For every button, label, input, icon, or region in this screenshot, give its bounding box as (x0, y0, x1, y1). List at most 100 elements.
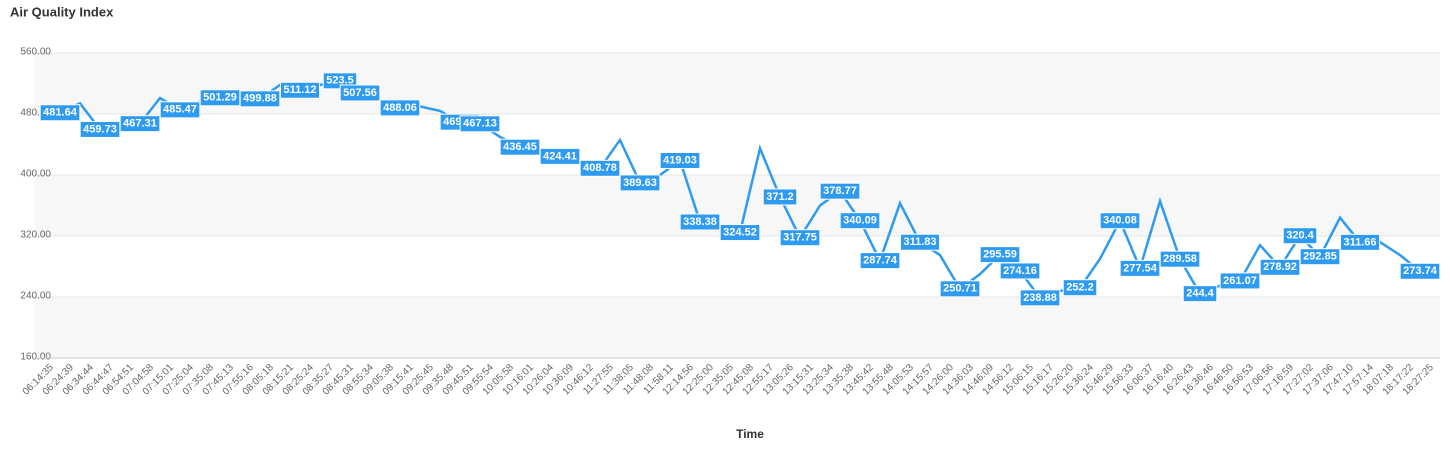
value-label-text: 467.31 (123, 118, 157, 130)
value-label: 287.74 (859, 252, 901, 270)
value-label-text: 436.45 (503, 141, 537, 153)
value-label: 320.4 (1282, 227, 1318, 245)
value-label-text: 244.4 (1186, 288, 1214, 300)
value-label: 238.88 (1019, 289, 1061, 307)
value-label-text: 295.59 (983, 249, 1017, 261)
value-label-text: 501.29 (203, 92, 237, 104)
value-label-box (839, 212, 881, 230)
value-label-text: 311.83 (903, 236, 936, 248)
value-label-box (1019, 289, 1061, 307)
value-label-box (1339, 233, 1381, 251)
value-label-box (339, 84, 381, 102)
value-label-box (1182, 285, 1218, 303)
value-label: 436.45 (499, 138, 541, 156)
value-label-text: 287.74 (863, 255, 898, 267)
value-label-text: 273.74 (1403, 265, 1438, 277)
value-label-text: 338.38 (683, 216, 717, 228)
value-label: 295.59 (979, 246, 1021, 264)
value-label-text: 467.13 (463, 118, 497, 130)
value-label-box (539, 147, 581, 165)
value-label-box (1062, 279, 1098, 297)
value-label-box (1159, 250, 1201, 268)
value-label-box (859, 252, 901, 270)
value-label-text: 238.88 (1023, 292, 1057, 304)
y-tick-label: 560.00 (20, 47, 51, 58)
value-label-text: 378.77 (823, 185, 857, 197)
value-label: 244.4 (1182, 285, 1218, 303)
value-label-text: 289.58 (1163, 253, 1197, 265)
value-label-text: 523.5 (326, 75, 354, 87)
value-label-box (719, 224, 761, 242)
value-label: 261.07 (1219, 272, 1261, 290)
value-label-box (1282, 227, 1318, 245)
value-label-box (459, 115, 501, 133)
value-label-box (379, 99, 421, 117)
value-label-text: 408.78 (583, 162, 617, 174)
value-label: 252.2 (1062, 279, 1098, 297)
value-label-text: 324.52 (723, 226, 757, 238)
value-label-text: 340.09 (843, 215, 877, 227)
value-label-box (939, 280, 981, 298)
plot-band (35, 297, 1440, 358)
value-label: 424.41 (539, 147, 581, 165)
value-label-box (999, 262, 1041, 280)
value-label-text: 252.2 (1066, 282, 1094, 294)
value-label-text: 481.64 (43, 107, 78, 119)
value-label-box (1099, 212, 1141, 230)
value-label: 389.63 (619, 174, 661, 192)
y-tick-label: 160.00 (20, 352, 51, 363)
value-label-box (619, 174, 661, 192)
value-label: 250.71 (939, 280, 981, 298)
value-label: 485.47 (159, 101, 201, 119)
x-axis-title: Time (736, 427, 764, 441)
value-label-text: 278.92 (1263, 261, 1297, 273)
value-label-box (159, 101, 201, 119)
value-label: 340.08 (1099, 212, 1141, 230)
value-label-box (1219, 272, 1261, 290)
value-label-box (1399, 262, 1441, 280)
y-tick-label: 480.00 (20, 108, 51, 119)
value-label: 459.73 (79, 120, 121, 138)
value-label: 507.56 (339, 84, 381, 102)
value-label: 311.66 (1339, 233, 1381, 251)
value-label: 292.85 (1299, 248, 1341, 266)
value-label: 488.06 (379, 99, 421, 117)
value-label: 501.29 (199, 89, 241, 107)
value-label-box (39, 104, 81, 122)
value-label-text: 485.47 (163, 104, 197, 116)
value-label-text: 250.71 (943, 283, 977, 295)
value-label-text: 274.16 (1003, 265, 1037, 277)
y-tick-label: 320.00 (20, 230, 51, 241)
y-tick-label: 240.00 (20, 291, 51, 302)
value-label-text: 340.08 (1103, 215, 1137, 227)
value-label: 408.78 (579, 159, 621, 177)
value-label: 340.09 (839, 212, 881, 230)
value-label-box (762, 188, 798, 206)
value-label-text: 419.03 (663, 154, 697, 166)
value-label-box (659, 151, 701, 169)
value-label: 378.77 (819, 182, 861, 200)
value-label-box (679, 213, 721, 231)
value-label-box (819, 182, 861, 200)
chart-title: Air Quality Index (10, 4, 114, 19)
value-label-text: 389.63 (623, 177, 657, 189)
value-label: 371.2 (762, 188, 798, 206)
value-label: 273.74 (1399, 262, 1441, 280)
value-label-box (1299, 248, 1341, 266)
value-label-text: 511.12 (283, 84, 316, 96)
value-label-text: 261.07 (1223, 275, 1257, 287)
value-label: 338.38 (679, 213, 721, 231)
value-label-box (239, 90, 281, 108)
value-label: 289.58 (1159, 250, 1201, 268)
value-label-box (899, 233, 941, 251)
value-label: 278.92 (1259, 258, 1301, 276)
value-label-text: 292.85 (1303, 251, 1337, 263)
y-tick-label: 400.00 (20, 169, 51, 180)
value-label: 511.12 (279, 81, 321, 99)
value-label: 419.03 (659, 151, 701, 169)
value-label-text: 424.41 (543, 150, 577, 162)
value-label: 467.31 (119, 115, 161, 133)
value-label-text: 499.88 (243, 93, 277, 105)
